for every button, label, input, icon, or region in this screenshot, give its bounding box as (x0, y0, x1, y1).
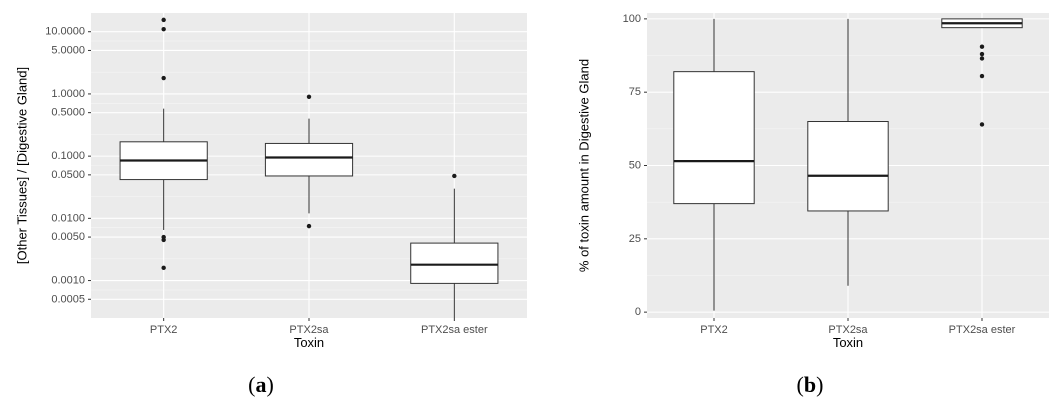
outlier-point (979, 122, 985, 127)
outlier-point (161, 234, 166, 240)
panel-label-letter: a (256, 372, 267, 397)
y-tick-label: 75 (629, 86, 641, 98)
y-tick-label: 0.0100 (51, 212, 85, 224)
y-tick-label: 0 (635, 306, 641, 318)
outlier-point (306, 223, 312, 229)
x-axis-title: Toxin (833, 335, 863, 350)
outlier-point (452, 173, 457, 179)
x-tick-label: PTX2 (700, 324, 728, 336)
iqr-box (410, 242, 499, 284)
chart-panel-2: (b) (644, 13, 1049, 397)
iqr-box (264, 142, 354, 177)
panel-label: (b) (797, 372, 824, 397)
x-tick-label: PTX2sa (289, 324, 329, 336)
outlier-point (161, 265, 166, 271)
outlier-point (979, 51, 985, 57)
y-tick-label: 0.0005 (51, 293, 85, 305)
y-tick-label: 25 (629, 233, 641, 245)
y-tick-label: 0.1000 (51, 150, 85, 162)
y-tick-label: 10.0000 (45, 26, 85, 38)
iqr-box (807, 121, 889, 212)
panel-label-open: ( (797, 372, 804, 397)
x-tick-label: PTX2sa ester (949, 324, 1016, 336)
iqr-box (673, 71, 755, 205)
x-axis-title: Toxin (294, 335, 324, 350)
y-tick-label: 5.0000 (51, 44, 85, 56)
panel-label-close: ) (816, 372, 823, 397)
y-axis-title: % of toxin amount in Digestive Gland (577, 59, 592, 272)
box-ptx2sa (807, 18, 889, 286)
panel-label-open: ( (248, 372, 255, 397)
panel-label-close: ) (267, 372, 274, 397)
y-tick-label: 50 (629, 160, 641, 172)
y-tick-label: 0.5000 (51, 107, 85, 119)
x-tick-label: PTX2sa ester (421, 324, 488, 336)
x-tick-label: PTX2sa (828, 324, 868, 336)
y-tick-label: 0.0050 (51, 231, 85, 243)
y-tick-label: 0.0500 (51, 169, 85, 181)
outlier-point (161, 75, 166, 81)
box-ptx2sa-ester (941, 18, 1023, 127)
outlier-point (979, 44, 985, 49)
outlier-point (979, 73, 985, 79)
box-ptx2 (673, 18, 755, 311)
outlier-point (306, 94, 312, 99)
panel-label-letter: b (804, 372, 816, 397)
y-axis-title: [Other Tissues] / [Digestive Gland] (15, 67, 30, 264)
y-tick-label: 100 (623, 13, 641, 25)
panel-label: (a) (248, 372, 274, 397)
outlier-point (979, 56, 985, 61)
box-ptx2sa (264, 94, 354, 229)
chart-panel-1: (a) (88, 13, 527, 397)
y-tick-label: 1.0000 (51, 88, 85, 100)
y-tick-label: 0.0010 (51, 275, 85, 287)
outlier-point (161, 26, 166, 32)
outlier-point (161, 17, 166, 23)
x-tick-label: PTX2 (150, 324, 178, 336)
box-ptx2 (119, 17, 208, 271)
box-ptx2sa-ester (410, 173, 499, 318)
